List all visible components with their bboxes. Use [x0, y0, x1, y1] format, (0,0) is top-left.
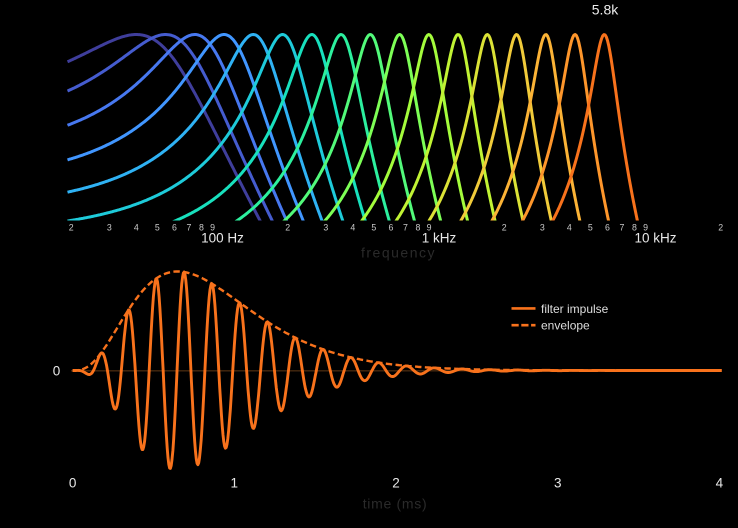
svg-text:time (ms): time (ms)	[363, 496, 428, 512]
svg-text:9: 9	[427, 223, 432, 233]
svg-text:3: 3	[323, 223, 328, 233]
svg-text:1: 1	[231, 476, 239, 491]
svg-text:3: 3	[107, 223, 112, 233]
svg-text:4: 4	[134, 223, 139, 233]
svg-text:filter impulse: filter impulse	[541, 302, 609, 316]
svg-text:0: 0	[53, 364, 61, 379]
svg-text:6: 6	[172, 223, 177, 233]
svg-text:2: 2	[718, 223, 723, 233]
svg-text:frequency: frequency	[361, 245, 436, 261]
svg-text:envelope: envelope	[541, 319, 590, 333]
svg-text:2: 2	[392, 476, 400, 491]
svg-text:3: 3	[554, 476, 562, 491]
svg-text:5: 5	[155, 223, 160, 233]
svg-text:5: 5	[588, 223, 593, 233]
svg-text:5: 5	[371, 223, 376, 233]
svg-text:2: 2	[285, 223, 290, 233]
svg-text:9: 9	[210, 223, 215, 233]
svg-text:2: 2	[502, 223, 507, 233]
svg-text:10 kHz: 10 kHz	[634, 231, 676, 246]
svg-text:4: 4	[567, 223, 572, 233]
svg-text:100 Hz: 100 Hz	[201, 231, 244, 246]
svg-text:2: 2	[69, 223, 74, 233]
svg-text:7: 7	[620, 223, 625, 233]
svg-text:8: 8	[199, 223, 204, 233]
svg-text:8: 8	[416, 223, 421, 233]
svg-text:7: 7	[187, 223, 192, 233]
svg-text:4: 4	[716, 476, 724, 491]
svg-text:3: 3	[540, 223, 545, 233]
svg-text:6: 6	[389, 223, 394, 233]
svg-text:6: 6	[605, 223, 610, 233]
svg-text:1 kHz: 1 kHz	[422, 231, 457, 246]
svg-text:0: 0	[69, 476, 77, 491]
svg-text:8: 8	[632, 223, 637, 233]
svg-text:5.8k: 5.8k	[592, 2, 619, 18]
svg-text:9: 9	[643, 223, 648, 233]
svg-text:4: 4	[350, 223, 355, 233]
svg-text:7: 7	[403, 223, 408, 233]
